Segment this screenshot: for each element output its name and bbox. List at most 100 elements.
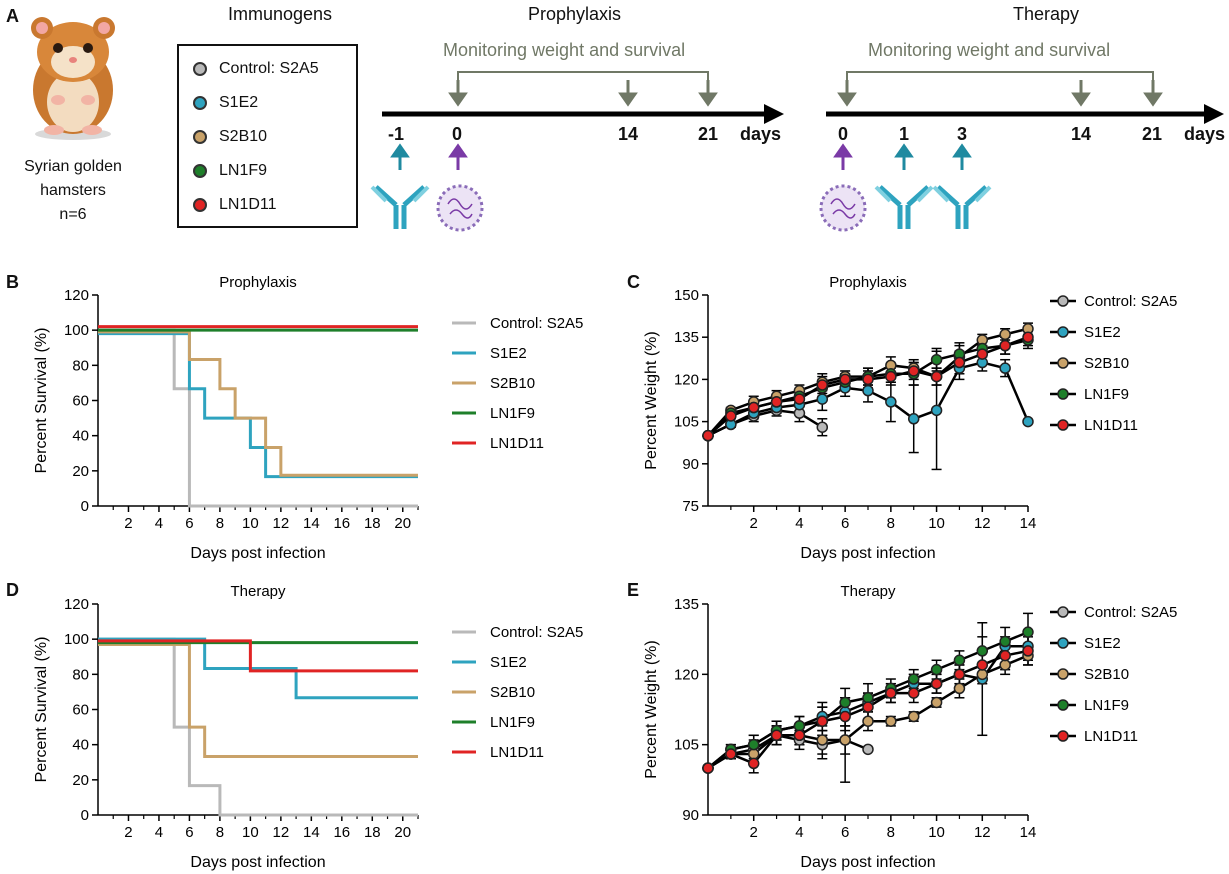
data-point [702, 429, 714, 442]
x-tick-label: 6 [841, 515, 849, 532]
x-tick-label: 12 [974, 515, 991, 532]
data-point [930, 663, 943, 676]
panel-d-letter: D [6, 580, 19, 600]
legend-label: S2B10 [219, 128, 268, 145]
legend-label: Control: S2A5 [1084, 604, 1177, 621]
data-point [862, 384, 874, 397]
y-tick-label: 60 [72, 702, 89, 719]
chart-title: Therapy [230, 583, 286, 600]
data-point [999, 649, 1011, 662]
legend-dot [193, 62, 207, 76]
chart-title: Prophylaxis [829, 274, 907, 291]
legend-label: LN1F9 [1084, 697, 1129, 714]
legend-label: S1E2 [219, 94, 259, 111]
data-point [1022, 626, 1034, 638]
x-tick-label: 10 [928, 824, 945, 841]
hamster-icon [31, 17, 115, 140]
legend-label: S2B10 [1084, 666, 1129, 683]
x-tick-label: 2 [750, 515, 758, 532]
legend-label: LN1F9 [1084, 386, 1129, 403]
antibody-icon [874, 185, 934, 229]
y-tick-label: 120 [674, 371, 699, 388]
legend-item-s2b10: S2B10 [193, 128, 267, 146]
data-point [747, 748, 760, 760]
x-tick-label: 12 [273, 824, 290, 841]
x-tick-label: 4 [155, 824, 163, 841]
legend-label: Control: S2A5 [490, 315, 583, 332]
data-point [885, 370, 897, 383]
y-tick-label: 90 [682, 807, 699, 824]
y-tick-label: 105 [674, 737, 699, 754]
legend-label: LN1F9 [219, 162, 268, 179]
data-point [953, 668, 966, 681]
legend-dot [193, 198, 207, 212]
data-point [793, 729, 806, 742]
data-point [953, 682, 966, 695]
prophylaxis-day-label: -1 [388, 124, 405, 144]
legend-item-ln1f9: LN1F9 [193, 162, 267, 180]
data-point [1022, 645, 1034, 657]
chart-title: Prophylaxis [219, 274, 297, 291]
prophylaxis-days-unit: days [740, 124, 782, 144]
legend-label: LN1D11 [1084, 728, 1138, 745]
survival-curve [98, 637, 418, 817]
y-tick-label: 20 [72, 463, 89, 480]
legend-label: LN1D11 [1084, 417, 1138, 434]
x-tick-label: 20 [394, 515, 411, 532]
x-tick-label: 10 [928, 515, 945, 532]
x-tick-label: 4 [155, 515, 163, 532]
chart-title: Therapy [840, 583, 896, 600]
data-point [976, 659, 989, 671]
legend-label: S2B10 [490, 375, 535, 392]
x-tick-label: 8 [887, 824, 895, 841]
data-point [907, 413, 920, 425]
data-point [907, 365, 920, 377]
data-point [999, 339, 1011, 352]
legend-label: Control: S2A5 [490, 624, 583, 641]
data-point [862, 743, 874, 756]
prophylaxis-day-label: 14 [618, 124, 639, 144]
data-point [839, 373, 851, 386]
animal-line3: n=6 [59, 206, 87, 223]
data-point [930, 677, 943, 690]
data-point [862, 692, 874, 704]
panel-a-letter: A [6, 6, 19, 26]
y-tick-label: 120 [64, 287, 89, 304]
panel-b-letter: B [6, 272, 19, 292]
x-tick-label: 14 [303, 515, 320, 532]
data-point [793, 393, 806, 405]
y-tick-label: 75 [682, 498, 699, 515]
data-point [999, 635, 1011, 648]
legend-swatch-dot [1057, 606, 1069, 618]
x-tick-label: 16 [333, 824, 350, 841]
legend-swatch-dot [1057, 730, 1069, 742]
prophylaxis-title: Prophylaxis [528, 4, 622, 24]
data-point [839, 710, 851, 723]
legend-swatch-dot [1057, 295, 1069, 307]
data-point [747, 738, 760, 751]
therapy-title: Therapy [1013, 4, 1080, 24]
virus-icon [436, 184, 484, 232]
monitoring-label-prophylaxis: Monitoring weight and survival [443, 40, 686, 60]
legend-label: S2B10 [490, 684, 535, 701]
legend-label: LN1D11 [490, 744, 544, 761]
y-tick-label: 40 [72, 737, 89, 754]
data-point [953, 654, 966, 667]
data-point [816, 734, 829, 746]
legend-dot [193, 164, 207, 178]
x-tick-label: 8 [216, 824, 224, 841]
data-point [907, 687, 920, 699]
x-tick-label: 20 [394, 824, 411, 841]
data-point [839, 734, 851, 746]
prophylaxis-day-label: 0 [452, 124, 463, 144]
data-point [930, 404, 943, 417]
x-tick-label: 6 [185, 515, 193, 532]
x-tick-label: 14 [1020, 824, 1037, 841]
legend-swatch-dot [1057, 388, 1069, 400]
therapy-day-label: 1 [899, 124, 910, 144]
data-point [885, 687, 897, 699]
prophylaxis-axis-arrowhead [764, 104, 784, 124]
